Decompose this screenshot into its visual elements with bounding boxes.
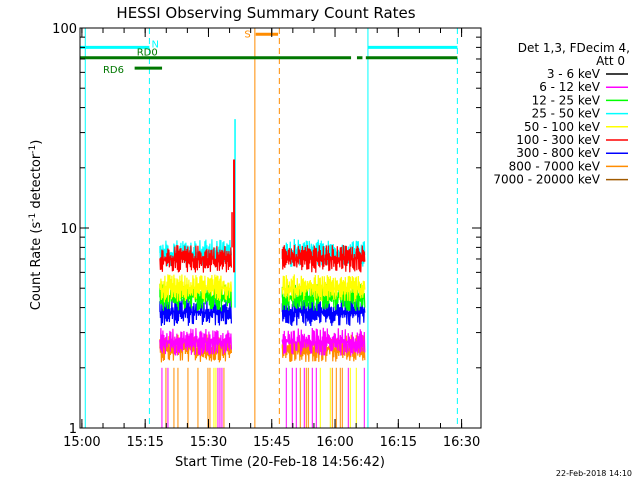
y-axis-label: Count Rate (s-1 detector-1) (28, 140, 44, 311)
x-tick-label: 16:00 (316, 435, 353, 450)
legend-entry-label: 800 - 7000 keV (509, 159, 601, 173)
legend-header-line1: Det 1,3, FDecim 4, (518, 41, 630, 55)
trace-300-800keV (159, 298, 232, 326)
legend-entry-label: 50 - 100 keV (524, 120, 601, 134)
annotation-label-N: N (152, 39, 159, 50)
x-tick-label: 16:15 (380, 435, 417, 450)
annotation-label-RD6: RD6 (103, 65, 124, 76)
x-tick-label: 15:00 (63, 435, 100, 450)
legend-entry-label: 6 - 12 keV (539, 80, 601, 94)
legend-entry-label: 3 - 6 keV (547, 67, 601, 81)
legend-entry-label: 300 - 800 keV (516, 146, 600, 160)
trace-50-100keV (159, 274, 232, 303)
legend-entry-label: 25 - 50 keV (532, 107, 601, 121)
x-axis-label: Start Time (20-Feb-18 14:56:42) (175, 455, 385, 470)
plot-area: N S RD0 RD6 (80, 28, 458, 428)
trace-50-100keV (281, 274, 366, 302)
trace-100-300keV (281, 244, 366, 273)
y-tick-label: 10 (60, 222, 77, 237)
data-segment-0 (159, 239, 232, 428)
x-tick-label: 16:30 (443, 435, 480, 450)
x-tick-label: 15:45 (253, 435, 290, 450)
trace-800-7000keV (159, 334, 232, 363)
y-tick-label: 1 (69, 422, 77, 437)
axes: 1 10 100 15:00 15:15 15:30 15:45 16:00 16:15 16:3… (52, 22, 482, 450)
trace-12-25keV (159, 283, 232, 312)
legend-entry-label: 100 - 300 keV (516, 133, 600, 147)
annotation-label-RD0: RD0 (137, 48, 158, 59)
legend-entry-label: 7000 - 20000 keV (493, 173, 600, 187)
x-tick-label: 15:30 (190, 435, 227, 450)
trace-100-300keV (159, 244, 232, 273)
trace-6-12keV (281, 327, 366, 356)
legend-header-line2: Att 0 (596, 54, 625, 68)
trace-6-12keV (159, 328, 232, 356)
annotation-label-S: S (244, 29, 250, 40)
x-tick-label: 15:15 (126, 435, 163, 450)
footer-timestamp: 22-Feb-2018 14:10 (556, 469, 632, 478)
legend-entry-label: 12 - 25 keV (532, 93, 601, 107)
y-tick-label: 100 (52, 22, 77, 37)
chart-title: HESSI Observing Summary Count Rates (116, 4, 415, 22)
data-segment-1 (281, 238, 366, 428)
